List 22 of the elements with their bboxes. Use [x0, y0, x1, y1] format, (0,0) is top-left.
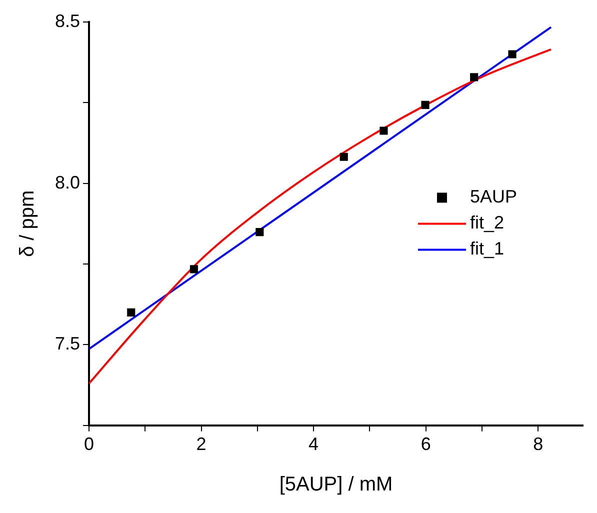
x-axis-title: [5AUP] / mM — [279, 474, 393, 496]
y-tick-label: 8.0 — [54, 172, 80, 192]
x-tick-label: 4 — [308, 434, 319, 454]
x-tick-label: 8 — [533, 434, 544, 454]
y-tick-label: 8.5 — [54, 10, 80, 31]
legend-label: 5AUP — [470, 186, 518, 207]
point — [256, 228, 264, 236]
point — [127, 308, 136, 316]
point — [421, 100, 430, 109]
legend-label: fit_2 — [470, 212, 504, 233]
legend-label: fit_1 — [470, 238, 504, 259]
x-tick-label: 0 — [84, 434, 94, 454]
y-axis-title: δ / ppm — [16, 190, 39, 258]
x-tick-label: 6 — [420, 434, 431, 454]
point — [470, 73, 478, 82]
point — [380, 126, 388, 135]
point — [190, 265, 198, 274]
x-tick-label: 2 — [196, 434, 206, 454]
y-tick-label: 7.5 — [54, 334, 80, 354]
point — [508, 50, 516, 58]
point — [340, 152, 348, 161]
line-series — [89, 48, 552, 384]
